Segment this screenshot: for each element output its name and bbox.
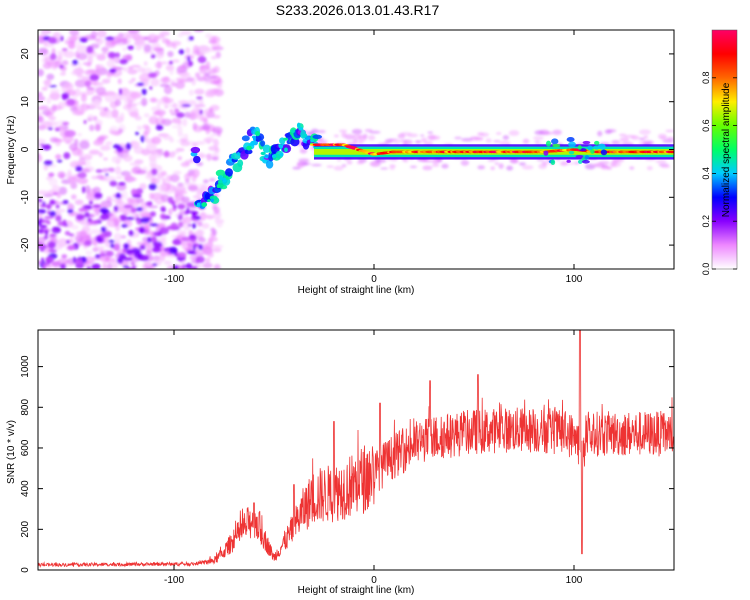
spectrogram-xtick-label: 100 <box>566 274 583 285</box>
snr-ytick-label: 600 <box>20 439 31 456</box>
colorbar-tick-label: 0.8 <box>701 72 711 85</box>
colorbar-tick-label: 0.0 <box>701 263 711 276</box>
spectrogram-ytick-label: 20 <box>20 48 31 60</box>
chart-title: S233.2026.013.01.43.R17 <box>275 2 440 18</box>
snr-xtick-label: -100 <box>164 575 184 586</box>
spectrogram-marks <box>38 30 674 269</box>
colorbar-tick-label: 0.6 <box>701 119 711 132</box>
spectrogram-ytick-label: 10 <box>20 96 31 108</box>
snr-ytick-label: 1000 <box>20 355 31 378</box>
snr-xtick-label: 0 <box>371 575 377 586</box>
colorbar: 0.0 0.2 0.4 0.6 0.8 Normalized spectral ampl… <box>701 29 738 276</box>
spectrogram-noise-blobs <box>38 30 674 269</box>
snr-y-ticks: 0 200 400 600 800 1000 <box>20 355 674 573</box>
spectrogram-ylabel: Frequency (Hz) <box>6 116 17 185</box>
spectrogram-steady-line <box>309 136 674 166</box>
snr-xtick-label: 100 <box>566 575 583 586</box>
snr-ytick-label: 800 <box>20 399 31 416</box>
spectrogram-ytick-label: -20 <box>20 237 31 252</box>
snr-series-line <box>38 330 674 568</box>
spectrogram-x-ticks: -100 0 100 <box>164 30 583 285</box>
snr-ylabel: SNR (10 * v/v) <box>6 420 17 484</box>
snr-x-ticks: -100 0 100 <box>164 330 583 586</box>
colorbar-gradient <box>712 30 737 269</box>
snr-ytick-label: 400 <box>20 480 31 497</box>
spectrogram-y-ticks: -20 -10 0 10 20 <box>20 48 674 252</box>
snr-ytick-label: 200 <box>20 521 31 538</box>
spectrogram-ytick-label: -10 <box>20 190 31 205</box>
spectrogram-xlabel: Height of straight line (km) <box>298 285 415 296</box>
spectrogram-drift-blobs <box>190 122 323 209</box>
colorbar-tick-label: 0.2 <box>701 215 711 228</box>
snr-panel: -100 0 100 0 200 400 600 800 1000 Height of str… <box>6 329 675 596</box>
snr-marks <box>38 330 674 568</box>
spectrogram-xtick-label: -100 <box>164 274 184 285</box>
spectrogram-xtick-label: 0 <box>371 274 377 285</box>
colorbar-label: Normalized spectral amplitude <box>721 82 732 217</box>
snr-xlabel: Height of straight line (km) <box>298 585 415 596</box>
colorbar-ticks: 0.0 0.2 0.4 0.6 0.8 <box>701 72 737 276</box>
spectrogram-ytick-label: 0 <box>20 146 31 152</box>
snr-ytick-label: 0 <box>20 567 31 573</box>
colorbar-tick-label: 0.4 <box>701 167 711 180</box>
snr-frame <box>37 329 675 571</box>
